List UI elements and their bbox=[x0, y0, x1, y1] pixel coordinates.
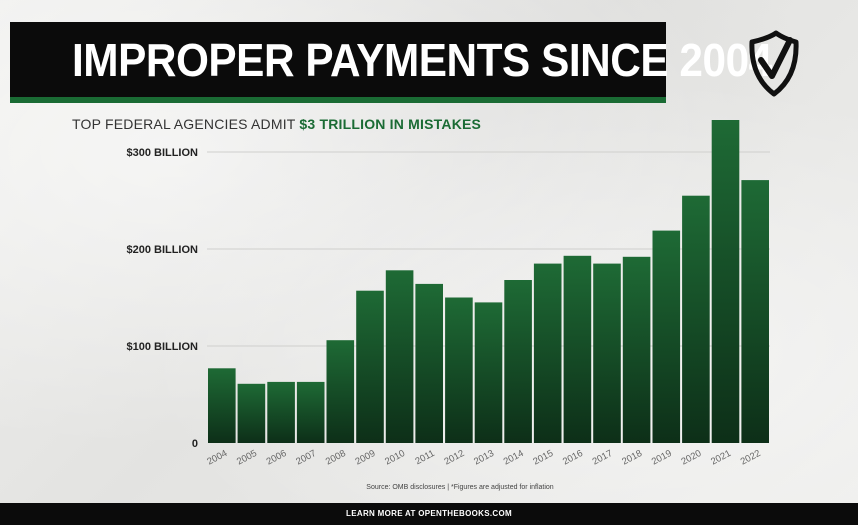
bar-2008 bbox=[326, 340, 355, 443]
bar-2018 bbox=[622, 256, 651, 443]
bar-2013 bbox=[474, 302, 503, 443]
x-tick-label: 2014 bbox=[502, 448, 526, 468]
subtitle-lead: TOP FEDERAL AGENCIES ADMIT bbox=[72, 116, 300, 132]
bar-2022 bbox=[741, 180, 769, 443]
x-tick-label: 2005 bbox=[235, 448, 259, 468]
bar-2006 bbox=[267, 381, 295, 443]
bar-2017 bbox=[593, 263, 621, 443]
page-title: IMPROPER PAYMENTS SINCE 2004 bbox=[72, 34, 772, 86]
x-tick-label: 2007 bbox=[294, 448, 318, 468]
x-tick-label: 2020 bbox=[679, 448, 703, 468]
bar-2019 bbox=[652, 230, 681, 443]
x-tick-label: 2022 bbox=[739, 448, 763, 468]
x-tick-label: 2008 bbox=[324, 448, 348, 468]
bar-2020 bbox=[682, 195, 710, 443]
x-tick-label: 2017 bbox=[591, 448, 615, 468]
bar-2016 bbox=[563, 255, 592, 443]
x-tick-label: 2013 bbox=[472, 448, 496, 468]
bar-2021 bbox=[711, 120, 740, 443]
bar-2007 bbox=[296, 381, 325, 443]
x-tick-label: 2019 bbox=[650, 448, 674, 468]
shield-check-icon bbox=[749, 30, 799, 97]
bar-2011 bbox=[415, 283, 443, 443]
y-tick-label: $100 BILLION bbox=[126, 341, 198, 353]
footer-banner[interactable]: LEARN MORE AT OPENTHEBOOKS.COM bbox=[0, 503, 858, 525]
subtitle-accent: $3 TRILLION IN MISTAKES bbox=[299, 116, 482, 132]
source-note: Source: OMB disclosures | *Figures are a… bbox=[366, 484, 554, 491]
bar-2010 bbox=[385, 270, 414, 443]
y-tick-label: 0 bbox=[192, 438, 198, 450]
x-tick-label: 2011 bbox=[413, 448, 436, 467]
x-tick-label: 2015 bbox=[531, 448, 555, 468]
chart-subtitle: TOP FEDERAL AGENCIES ADMIT $3 TRILLION I… bbox=[72, 116, 481, 132]
y-tick-label: $200 BILLION bbox=[126, 244, 198, 256]
bar-2014 bbox=[504, 280, 532, 443]
bar-2015 bbox=[533, 263, 562, 443]
x-tick-label: 2016 bbox=[561, 448, 585, 468]
title-banner: IMPROPER PAYMENTS SINCE 2004 bbox=[10, 22, 772, 103]
bar-chart: 0 $100 BILLION $200 BILLION $300 BILLION 200… bbox=[126, 120, 770, 468]
bar-2004 bbox=[208, 368, 236, 443]
x-tick-label: 2018 bbox=[620, 448, 644, 468]
y-tick-label: $300 BILLION bbox=[126, 147, 198, 159]
x-tick-label: 2010 bbox=[383, 448, 407, 468]
footer-link[interactable]: LEARN MORE AT OPENTHEBOOKS.COM bbox=[346, 509, 512, 518]
bar-2012 bbox=[445, 297, 473, 443]
x-tick-label: 2009 bbox=[354, 448, 378, 468]
x-tick-label: 2004 bbox=[205, 448, 229, 468]
x-tick-label: 2006 bbox=[265, 448, 289, 468]
bar-2009 bbox=[356, 290, 384, 443]
bar-2005 bbox=[237, 383, 266, 443]
x-tick-label: 2012 bbox=[442, 448, 466, 468]
x-tick-label: 2021 bbox=[709, 448, 733, 468]
